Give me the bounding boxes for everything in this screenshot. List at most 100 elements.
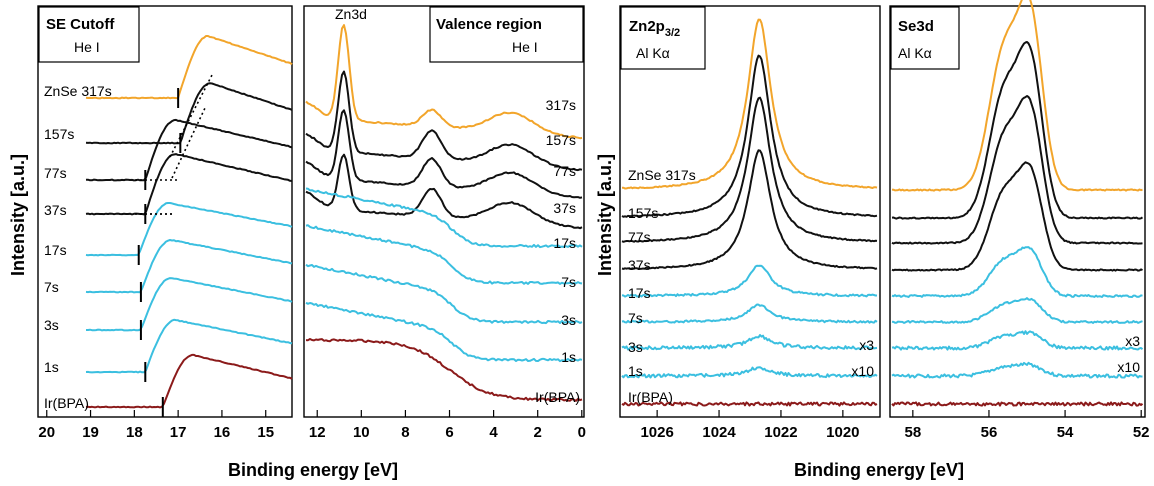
- y-axis-label-left: Intensity [a.u.]: [8, 154, 28, 276]
- ticks-layer: 20 19 18 17 16 15 12 10 8 6 4 2 0 1026 1024 1022 1020 58 5…: [38, 410, 1150, 441]
- trace-label-se-cutoff-17s: 17s: [44, 242, 67, 258]
- scale-label-se3d-x10: x10: [1117, 359, 1140, 375]
- scale-label-se3d-x3: x3: [1125, 333, 1140, 349]
- x-tick-label-se-cutoff-4: 16: [214, 424, 231, 441]
- trace-label-se-cutoff-77s: 77s: [44, 165, 67, 181]
- trace-label-valence-17s: 17s: [553, 235, 576, 251]
- title-valence-sub: He I: [512, 39, 538, 55]
- x-tick-label-valence-6: 0: [578, 424, 586, 441]
- trace-label-zn2p-17s: 17s: [628, 285, 651, 301]
- x-tick-label-se-cutoff-1: 19: [82, 424, 99, 441]
- scale-label-zn2p-x3: x3: [859, 337, 874, 353]
- curve-valence-37s: [305, 153, 583, 230]
- curve-se3d-17s: [891, 246, 1143, 298]
- curves-layer: [85, 0, 1144, 417]
- trace-label-valence-ir-bpa: Ir(BPA): [535, 389, 580, 405]
- curve-zn2p-17s: [621, 264, 877, 298]
- curve-se3d-7s: [891, 297, 1143, 324]
- panel-frame-valence: [303, 5, 585, 418]
- curve-zn2p-znse-317s: [621, 18, 878, 190]
- trace-label-se-cutoff-znse-317s: ZnSe 317s: [44, 83, 112, 99]
- curve-zn2p-ir-bpa: [621, 401, 878, 407]
- title-zn2p: Zn2p3/2 Al Kα: [620, 6, 706, 70]
- trace-label-se-cutoff-ir-bpa: Ir(BPA): [44, 395, 89, 411]
- title-se3d: Se3d Al Kα: [890, 6, 960, 70]
- title-se-cutoff-sub: He I: [74, 39, 100, 55]
- curve-zn2p-7s: [621, 303, 878, 324]
- x-tick-label-valence-2: 8: [401, 424, 409, 441]
- trace-label-se-cutoff-3s: 3s: [44, 317, 59, 333]
- trace-label-valence-3s: 3s: [561, 312, 576, 328]
- curve-zn2p-77s: [621, 96, 878, 243]
- trace-label-valence-77s: 77s: [553, 163, 576, 179]
- x-tick-label-valence-4: 4: [489, 424, 498, 441]
- trace-label-zn2p-37s: 37s: [628, 257, 651, 273]
- curve-se-cutoff-znse-317s: [85, 35, 293, 100]
- curve-zn2p-1s: [621, 366, 878, 379]
- x-tick-label-zn2p-1: 1024: [702, 424, 736, 441]
- title-se3d-sub: Al Kα: [898, 45, 932, 61]
- trace-label-zn2p-3s: 3s: [628, 339, 643, 355]
- curve-valence-1s: [305, 301, 583, 363]
- panel-frame-se-cutoff: [37, 5, 293, 418]
- curve-se3d-77s: [891, 95, 1143, 245]
- x-tick-label-se-cutoff-0: 20: [38, 424, 55, 441]
- trace-label-se-cutoff-1s: 1s: [44, 359, 59, 375]
- cutoff-guide-0: [169, 74, 213, 158]
- title-zn2p-main: Zn2p3/2: [629, 18, 680, 39]
- trace-label-zn2p-ir-bpa: Ir(BPA): [628, 389, 673, 405]
- x-axis-label-right: Binding energy [eV]: [794, 460, 964, 480]
- x-tick-label-se3d-2: 54: [1057, 424, 1074, 441]
- panel-frame-zn2p: [619, 5, 881, 418]
- trace-label-valence-1s: 1s: [561, 349, 576, 365]
- trace-label-se-cutoff-157s: 157s: [44, 126, 74, 142]
- trace-label-zn2p-7s: 7s: [628, 310, 643, 326]
- curve-se-cutoff-17s: [85, 202, 293, 257]
- title-zn2p-sub: Al Kα: [636, 45, 670, 61]
- x-tick-label-zn2p-2: 1022: [764, 424, 797, 441]
- x-tick-label-valence-3: 6: [445, 424, 453, 441]
- x-tick-label-se3d-1: 56: [981, 424, 998, 441]
- x-tick-label-se-cutoff-2: 18: [126, 424, 143, 441]
- trace-label-valence-37s: 37s: [553, 200, 576, 216]
- curve-valence-317s: [305, 24, 583, 140]
- title-valence-main: Valence region: [436, 16, 542, 33]
- scale-label-zn2p-x10: x10: [851, 363, 874, 379]
- title-valence: Valence region He I: [429, 6, 584, 63]
- x-tick-label-se-cutoff-5: 15: [257, 424, 274, 441]
- x-tick-label-se3d-0: 58: [904, 424, 921, 441]
- trace-label-zn2p-157s: 157s: [628, 205, 658, 221]
- x-tick-label-zn2p-0: 1026: [640, 424, 673, 441]
- trace-label-valence-317s: 317s: [546, 97, 576, 113]
- curve-se3d-3s: [891, 330, 1144, 351]
- curve-zn2p-157s: [621, 54, 878, 218]
- trace-label-valence-157s: 157s: [546, 132, 576, 148]
- curve-se-cutoff-37s: [85, 153, 293, 216]
- x-tick-label-valence-5: 2: [534, 424, 542, 441]
- title-se3d-main: Se3d: [898, 18, 934, 35]
- curve-se-cutoff-1s: [85, 318, 293, 374]
- x-tick-label-valence-0: 12: [309, 424, 326, 441]
- trace-label-se-cutoff-7s: 7s: [44, 279, 59, 295]
- trace-label-zn2p-znse-317s: ZnSe 317s: [628, 167, 696, 183]
- curve-se3d-znse-317s: [891, 0, 1143, 192]
- annotation-zn3d: Zn3d: [335, 6, 367, 22]
- curve-se-cutoff-157s: [85, 82, 293, 145]
- curve-se3d-ir-bpa: [891, 401, 1144, 407]
- x-tick-label-se3d-3: 52: [1133, 424, 1150, 441]
- curve-se3d-37s: [891, 161, 1143, 272]
- curve-se-cutoff-3s: [86, 277, 293, 332]
- trace-label-zn2p-1s: 1s: [628, 363, 643, 379]
- curve-se-cutoff-7s: [85, 239, 293, 294]
- curve-se3d-157s: [891, 41, 1144, 220]
- curve-valence-17s: [305, 187, 583, 249]
- curve-valence-7s: [305, 224, 583, 285]
- panel-frame-se3d: [889, 5, 1146, 418]
- trace-labels-layer: ZnSe 317s 157s 77s 37s 17s 7s 3s 1s Ir(BPA) 317s 1…: [44, 83, 1140, 411]
- curve-valence-3s: [305, 263, 583, 325]
- curve-zn2p-3s: [621, 334, 878, 351]
- trace-label-valence-7s: 7s: [561, 274, 576, 290]
- title-se-cutoff: SE Cutoff He I: [38, 6, 140, 63]
- curve-zn2p-37s: [621, 149, 878, 270]
